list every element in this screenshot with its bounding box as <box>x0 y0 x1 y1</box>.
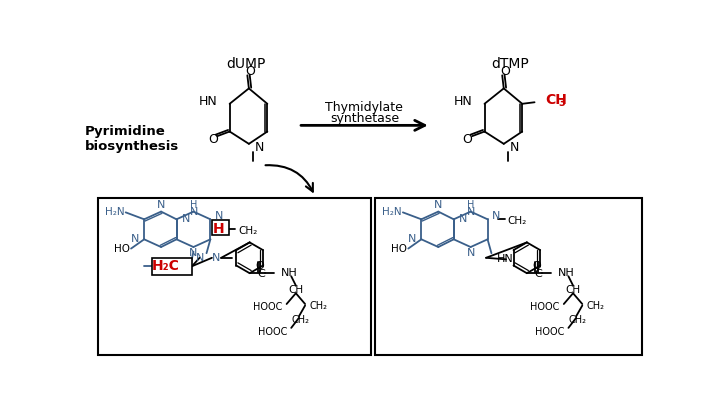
Text: N: N <box>408 234 416 244</box>
Text: N: N <box>182 214 190 224</box>
Text: Thymidylate: Thymidylate <box>325 101 403 114</box>
Bar <box>375 198 642 355</box>
Text: HN: HN <box>199 95 217 108</box>
Text: N: N <box>467 248 474 258</box>
Text: N: N <box>434 199 443 210</box>
Text: HOOC: HOOC <box>530 302 559 312</box>
Text: HN: HN <box>497 253 513 264</box>
Text: N: N <box>215 211 223 221</box>
Text: O: O <box>246 65 256 78</box>
Text: N: N <box>459 214 467 224</box>
Text: dUMP: dUMP <box>226 57 266 71</box>
Text: dTMP: dTMP <box>491 57 528 71</box>
Text: CH₂: CH₂ <box>292 315 310 325</box>
Text: CH₂: CH₂ <box>508 216 527 226</box>
Text: N: N <box>255 141 264 154</box>
Text: CH₂: CH₂ <box>569 315 587 325</box>
Bar <box>152 258 192 275</box>
Text: H₂C: H₂C <box>152 259 180 273</box>
Text: N: N <box>510 141 519 154</box>
Text: H: H <box>467 199 474 210</box>
Text: NH: NH <box>281 268 297 278</box>
FancyArrowPatch shape <box>266 165 313 191</box>
Text: O: O <box>463 133 472 146</box>
Text: C: C <box>257 269 265 279</box>
Text: CH₂: CH₂ <box>587 301 605 311</box>
Text: CH₂: CH₂ <box>310 301 328 311</box>
Text: N: N <box>196 253 204 263</box>
Text: H: H <box>212 222 224 236</box>
Text: H₂N: H₂N <box>105 207 125 216</box>
Text: HOOC: HOOC <box>253 302 282 312</box>
Text: O: O <box>208 133 217 146</box>
Bar <box>98 198 371 355</box>
Text: H₂N: H₂N <box>382 207 402 216</box>
Text: O: O <box>533 261 541 271</box>
Text: Pyrimidine
biosynthesis: Pyrimidine biosynthesis <box>85 125 179 153</box>
Text: HO: HO <box>392 243 408 253</box>
Text: CH₂: CH₂ <box>238 226 257 236</box>
Text: N: N <box>467 208 476 217</box>
Text: synthetase: synthetase <box>330 112 399 125</box>
Text: N: N <box>190 208 199 217</box>
Text: HO: HO <box>114 243 130 253</box>
Text: NH: NH <box>558 268 575 278</box>
Text: CH: CH <box>565 285 580 295</box>
Text: HOOC: HOOC <box>535 327 564 337</box>
Text: N: N <box>130 234 139 244</box>
Text: CH: CH <box>288 285 303 295</box>
Text: HN: HN <box>454 95 472 108</box>
Text: HOOC: HOOC <box>258 327 287 337</box>
Bar <box>212 220 229 235</box>
Text: 3: 3 <box>559 98 565 108</box>
Text: N: N <box>492 211 500 221</box>
Text: CH: CH <box>545 93 567 107</box>
Text: H: H <box>190 199 197 210</box>
Text: O: O <box>256 261 264 271</box>
Text: O: O <box>500 65 510 78</box>
Text: N: N <box>189 248 197 258</box>
Text: C: C <box>534 269 542 279</box>
Text: N: N <box>157 199 166 210</box>
Text: N: N <box>212 253 221 263</box>
